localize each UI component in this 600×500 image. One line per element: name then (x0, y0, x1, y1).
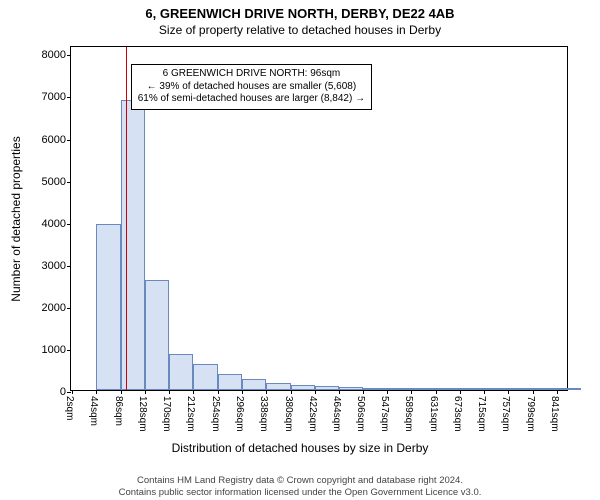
xtick-label: 589sqm (403, 396, 414, 432)
chart-container: 6, GREENWICH DRIVE NORTH, DERBY, DE22 4A… (0, 0, 600, 500)
xtick-label: 212sqm (185, 396, 196, 432)
histogram-bar (315, 386, 339, 390)
histogram-bar (533, 388, 557, 390)
histogram-bar (145, 280, 169, 390)
xtick-mark (387, 390, 388, 394)
xtick-label: 296sqm (234, 396, 245, 432)
annotation-line3: 61% of semi-detached houses are larger (… (138, 93, 365, 106)
xtick-label: 673sqm (452, 396, 463, 432)
xtick-label: 506sqm (355, 396, 366, 432)
footer-attribution: Contains HM Land Registry data © Crown c… (0, 475, 600, 498)
chart-subtitle: Size of property relative to detached ho… (0, 21, 600, 37)
xtick-mark (363, 390, 364, 394)
xtick-mark (411, 390, 412, 394)
annotation-line1: 6 GREENWICH DRIVE NORTH: 96sqm (138, 68, 365, 81)
xtick-mark (315, 390, 316, 394)
histogram-bar (96, 224, 120, 390)
ytick-mark (67, 266, 71, 267)
histogram-bar (436, 388, 460, 390)
xtick-label: 631sqm (428, 396, 439, 432)
footer-line1: Contains HM Land Registry data © Crown c… (0, 475, 600, 486)
xtick-mark (291, 390, 292, 394)
xtick-label: 338sqm (258, 396, 269, 432)
histogram-bar (508, 388, 532, 390)
xtick-label: 254sqm (210, 396, 221, 432)
xtick-mark (266, 390, 267, 394)
ytick-mark (67, 182, 71, 183)
xtick-label: 715sqm (476, 396, 487, 432)
xtick-label: 380sqm (283, 396, 294, 432)
ytick-mark (67, 308, 71, 309)
ytick-mark (67, 350, 71, 351)
xtick-label: 86sqm (113, 396, 124, 426)
ytick-mark (67, 97, 71, 98)
histogram-bar (557, 388, 581, 390)
xtick-label: 2sqm (64, 396, 75, 420)
histogram-bar (460, 388, 484, 390)
xtick-mark (242, 390, 243, 394)
footer-line2: Contains public sector information licen… (0, 487, 600, 498)
xtick-mark (145, 390, 146, 394)
histogram-bar (218, 374, 242, 390)
xtick-mark (121, 390, 122, 394)
histogram-bar (169, 354, 193, 390)
histogram-bar (387, 388, 411, 390)
ytick-mark (67, 55, 71, 56)
xtick-label: 128sqm (137, 396, 148, 432)
xtick-label: 547sqm (379, 396, 390, 432)
annotation-box: 6 GREENWICH DRIVE NORTH: 96sqm ← 39% of … (131, 64, 372, 110)
xtick-label: 841sqm (549, 396, 560, 432)
marker-line (126, 47, 127, 390)
plot-area: 0100020003000400050006000700080002sqm44s… (70, 46, 568, 391)
xtick-mark (169, 390, 170, 394)
xtick-mark (460, 390, 461, 394)
y-axis-label: Number of detached properties (9, 136, 23, 301)
histogram-bar (291, 385, 315, 390)
histogram-bar (363, 388, 387, 390)
x-axis-label: Distribution of detached houses by size … (172, 441, 429, 455)
histogram-bar (266, 383, 290, 390)
histogram-bar (484, 388, 508, 390)
xtick-mark (557, 390, 558, 394)
xtick-mark (484, 390, 485, 394)
xtick-label: 170sqm (161, 396, 172, 432)
ytick-mark (67, 392, 71, 393)
ytick-mark (67, 224, 71, 225)
histogram-bar (121, 100, 145, 390)
histogram-bar (411, 388, 435, 390)
xtick-mark (193, 390, 194, 394)
histogram-bar (339, 387, 363, 390)
xtick-mark (508, 390, 509, 394)
xtick-label: 799sqm (525, 396, 536, 432)
xtick-mark (72, 390, 73, 394)
xtick-mark (339, 390, 340, 394)
histogram-bar (242, 379, 266, 390)
xtick-mark (96, 390, 97, 394)
xtick-mark (218, 390, 219, 394)
xtick-mark (533, 390, 534, 394)
xtick-mark (436, 390, 437, 394)
xtick-label: 757sqm (500, 396, 511, 432)
annotation-line2: ← 39% of detached houses are smaller (5,… (138, 81, 365, 94)
ytick-mark (67, 140, 71, 141)
xtick-label: 44sqm (88, 396, 99, 426)
xtick-label: 422sqm (307, 396, 318, 432)
chart-title: 6, GREENWICH DRIVE NORTH, DERBY, DE22 4A… (0, 0, 600, 21)
histogram-bar (193, 364, 217, 390)
xtick-label: 464sqm (331, 396, 342, 432)
